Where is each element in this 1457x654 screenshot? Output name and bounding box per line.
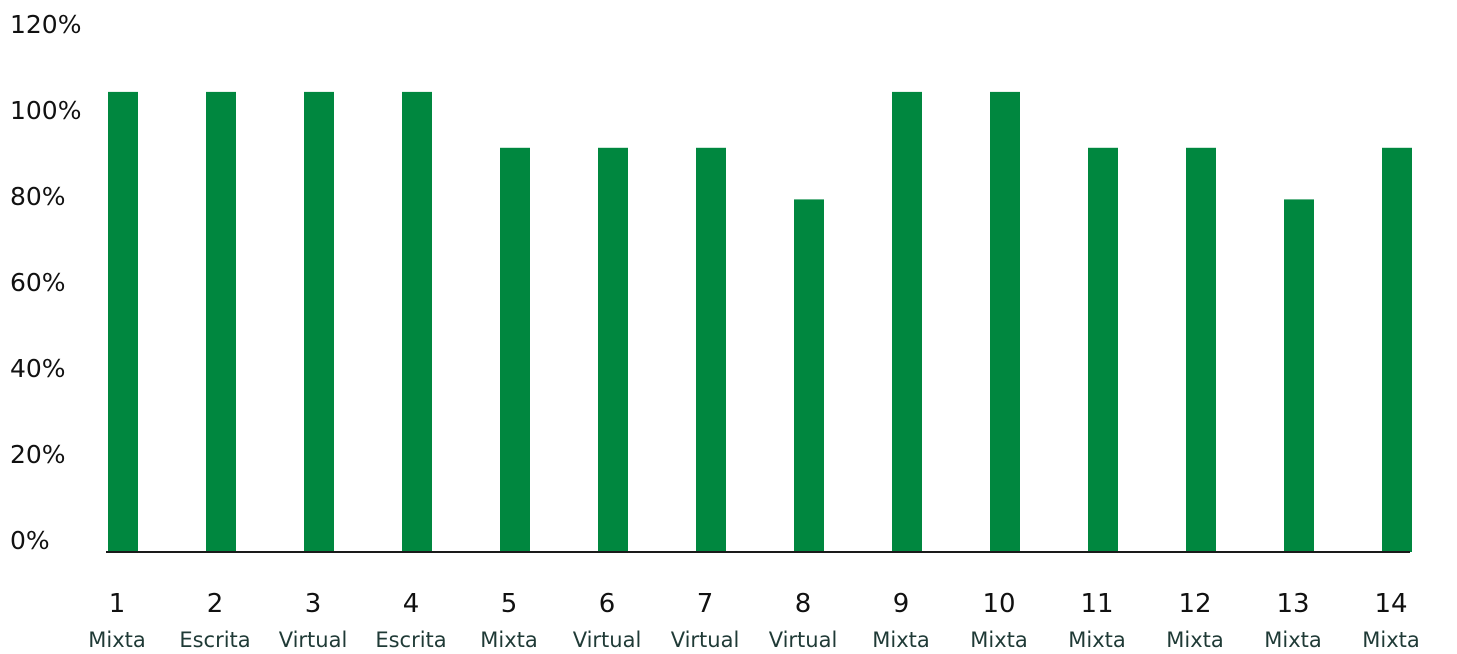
bar <box>696 147 726 553</box>
x-modality-label: Escrita <box>375 628 446 652</box>
x-axis-labels: 1 Mixta 2 Escrita 3 Virtual 4 Escrita 5 Mixta 6 Vir… <box>88 589 1419 652</box>
y-axis-ticks: 0% 20% 40% 60% 80% 100% 120% <box>10 10 81 555</box>
x-modality-label: Virtual <box>671 628 740 652</box>
bar <box>794 199 824 552</box>
x-modality-label: Mixta <box>1166 628 1223 652</box>
x-modality-label: Mixta <box>872 628 929 652</box>
bar <box>108 91 138 553</box>
x-tick-label: 2 <box>207 589 224 619</box>
y-tick-label: 40% <box>10 354 66 383</box>
x-tick-label: 3 <box>305 589 322 619</box>
x-tick-label: 4 <box>403 589 420 619</box>
x-modality-label: Mixta <box>88 628 145 652</box>
x-modality-label: Virtual <box>279 628 348 652</box>
y-tick-label: 100% <box>10 96 81 125</box>
x-tick-label: 6 <box>599 589 616 619</box>
bar <box>1382 147 1412 553</box>
x-tick-label: 12 <box>1178 589 1211 619</box>
bar <box>598 147 628 553</box>
x-modality-label: Mixta <box>1264 628 1321 652</box>
bar <box>206 91 236 553</box>
x-tick-label: 5 <box>501 589 518 619</box>
bar <box>1284 199 1314 552</box>
x-modality-label: Mixta <box>480 628 537 652</box>
y-tick-label: 0% <box>10 526 50 555</box>
bars <box>108 91 1412 553</box>
x-modality-label: Virtual <box>573 628 642 652</box>
y-tick-label: 120% <box>10 10 81 39</box>
y-tick-label: 80% <box>10 182 66 211</box>
x-tick-label: 7 <box>697 589 714 619</box>
x-tick-label: 13 <box>1276 589 1309 619</box>
x-tick-label: 8 <box>795 589 812 619</box>
x-modality-label: Mixta <box>970 628 1027 652</box>
bar <box>500 147 530 553</box>
bar <box>304 91 334 553</box>
x-modality-label: Mixta <box>1362 628 1419 652</box>
bar <box>1186 147 1216 553</box>
x-tick-label: 10 <box>982 589 1015 619</box>
x-modality-label: Escrita <box>179 628 250 652</box>
x-tick-label: 1 <box>109 589 126 619</box>
y-tick-label: 20% <box>10 440 66 469</box>
x-modality-label: Virtual <box>769 628 838 652</box>
bar <box>990 91 1020 553</box>
bar <box>1088 147 1118 553</box>
bar <box>892 91 922 553</box>
x-tick-label: 9 <box>893 589 910 619</box>
x-modality-label: Mixta <box>1068 628 1125 652</box>
x-tick-label: 14 <box>1374 589 1407 619</box>
bar <box>402 91 432 553</box>
y-tick-label: 60% <box>10 268 66 297</box>
x-tick-label: 11 <box>1080 589 1113 619</box>
